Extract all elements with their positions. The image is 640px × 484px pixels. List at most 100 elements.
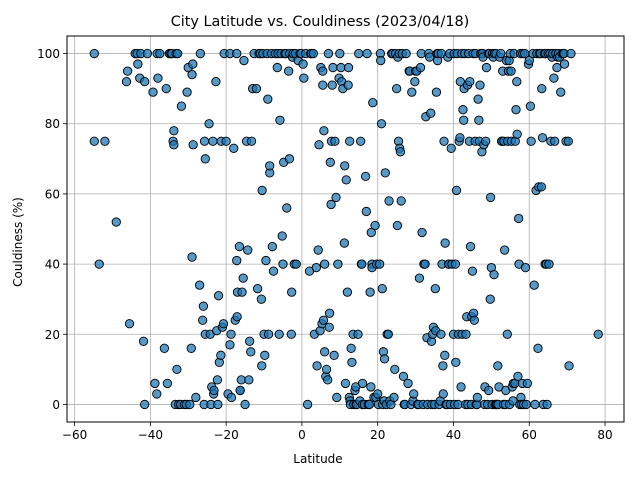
scatter-point: [522, 378, 533, 389]
scatter-point: [256, 294, 267, 304]
scatter-point: [511, 105, 521, 115]
scatter-point: [260, 350, 270, 360]
scatter-point: [450, 259, 461, 269]
scatter-point: [169, 126, 179, 136]
scatter-point: [512, 76, 522, 87]
scatter-point: [366, 227, 376, 238]
scatter-point: [240, 399, 250, 410]
scatter-point: [265, 161, 275, 171]
scatter-point: [325, 157, 335, 167]
scatter-point: [274, 329, 284, 339]
y-tick-label: 0: [52, 398, 60, 412]
x-tick-label: 80: [597, 428, 612, 442]
scatter-point: [326, 199, 336, 210]
scatter-point: [152, 389, 162, 399]
scatter-point: [438, 361, 448, 371]
scatter-point: [417, 227, 427, 238]
scatter-point: [549, 73, 559, 83]
scatter-point: [232, 312, 242, 322]
scatter-point: [389, 392, 399, 403]
scatter-point: [537, 83, 547, 94]
axes-frame: [66, 35, 625, 423]
scatter-point: [182, 87, 192, 97]
scatter-point: [140, 76, 150, 87]
scatter-point: [357, 378, 368, 389]
scatter-point: [153, 73, 163, 83]
scatter-point: [485, 294, 495, 304]
scatter-point: [237, 287, 247, 297]
scatter-point: [244, 336, 255, 346]
scatter-point: [465, 241, 476, 252]
scatter-point: [218, 319, 229, 329]
scatter-point: [456, 382, 466, 392]
scatter-point: [331, 192, 341, 203]
scatter-point: [159, 343, 170, 353]
scatter-point: [451, 357, 461, 367]
scatter-point: [552, 62, 562, 73]
scatter-point: [514, 213, 524, 224]
scatter-point: [263, 329, 274, 339]
scatter-point: [439, 136, 449, 146]
scatter-point: [485, 192, 496, 203]
scatter-point: [374, 259, 385, 269]
scatter-point: [458, 105, 468, 115]
chart-title: City Latitude vs. Couldiness (2023/04/18…: [171, 14, 470, 30]
scatter-point: [525, 101, 536, 111]
scatter-point: [243, 245, 253, 255]
scatter-point: [282, 203, 292, 213]
scatter-point: [446, 143, 456, 153]
scatter-point: [353, 329, 363, 339]
scatter-point: [216, 350, 226, 360]
scatter-point: [384, 196, 394, 206]
scatter-point: [415, 62, 426, 73]
scatter-point: [221, 136, 231, 146]
scatter-point: [211, 76, 221, 87]
scatter-point: [360, 171, 371, 182]
x-tick-label: 40: [446, 428, 461, 442]
y-tick-label: 60: [45, 187, 60, 201]
scatter-point: [424, 52, 435, 62]
scatter-point: [414, 273, 425, 283]
scatter-point: [89, 48, 99, 59]
scatter-point: [370, 220, 380, 231]
scatter-point: [451, 185, 462, 196]
scatter-point: [593, 329, 603, 339]
scatter-point: [361, 206, 371, 217]
scatter-point: [194, 280, 205, 290]
scatter-point: [489, 269, 499, 280]
scatter-point: [461, 329, 471, 339]
scatter-point: [111, 217, 121, 227]
x-tick-label: −60: [62, 428, 87, 442]
y-tick-label: 20: [45, 328, 60, 342]
scatter-point: [513, 371, 523, 382]
scatter-point: [324, 308, 335, 318]
scatter-point: [341, 175, 351, 185]
scatter-point: [520, 262, 531, 273]
scatter-point: [318, 66, 328, 76]
scatter-point: [155, 48, 165, 59]
scatter-point: [275, 115, 285, 125]
y-axis-label: Couldiness (%): [11, 197, 25, 287]
scatter-point: [436, 329, 446, 339]
scatter-point: [204, 119, 214, 129]
scatter-point: [481, 136, 491, 146]
scatter-point: [380, 168, 390, 178]
x-tick-label: −20: [213, 428, 238, 442]
scatter-point: [299, 73, 309, 83]
scatter-point: [200, 154, 210, 164]
scatter-point: [235, 385, 245, 396]
scatter-point: [455, 133, 465, 143]
scatter-point: [366, 382, 376, 392]
scatter-point: [284, 154, 295, 164]
scatter-point: [121, 76, 132, 87]
scatter-point: [524, 55, 534, 66]
scatter-point: [272, 62, 282, 73]
y-ticks: 0 20 40 60 80 100: [37, 47, 67, 412]
scatter-point: [318, 315, 329, 325]
scatter-point: [473, 94, 483, 104]
scatter-point: [409, 389, 419, 399]
scatter-point: [329, 350, 339, 360]
scatter-point: [263, 94, 273, 104]
scatter-point: [493, 361, 503, 371]
scatter-point: [556, 87, 566, 97]
